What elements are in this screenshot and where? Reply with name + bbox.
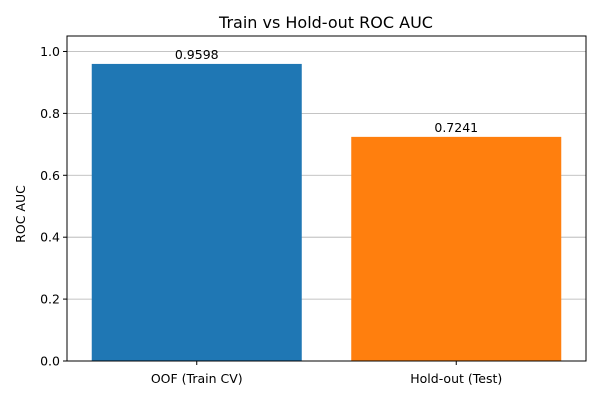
y-tick-label: 0.2 — [40, 292, 60, 307]
y-axis-ticks: 0.0 0.2 0.4 0.6 0.8 1.0 — [40, 44, 67, 369]
x-tick-label: OOF (Train CV) — [151, 371, 243, 386]
bar-value-label: 0.7241 — [434, 120, 478, 135]
bars — [91, 63, 562, 362]
y-tick-label: 1.0 — [40, 44, 60, 59]
bar — [351, 136, 562, 361]
y-axis-label: ROC AUC — [13, 185, 28, 243]
bar — [91, 63, 302, 362]
plot-frame — [66, 35, 587, 362]
x-tick-label: Hold-out (Test) — [410, 371, 502, 386]
y-tick-label: 0.4 — [40, 230, 60, 245]
y-tick-label: 0.8 — [40, 106, 60, 121]
y-tick-label: 0.0 — [40, 354, 60, 369]
data-labels: 0.9598 0.7241 — [175, 47, 478, 135]
chart-title: Train vs Hold-out ROC AUC — [218, 13, 433, 32]
x-axis-ticks: OOF (Train CV) Hold-out (Test) — [151, 361, 502, 386]
bar-value-label: 0.9598 — [175, 47, 219, 62]
y-tick-label: 0.6 — [40, 168, 60, 183]
